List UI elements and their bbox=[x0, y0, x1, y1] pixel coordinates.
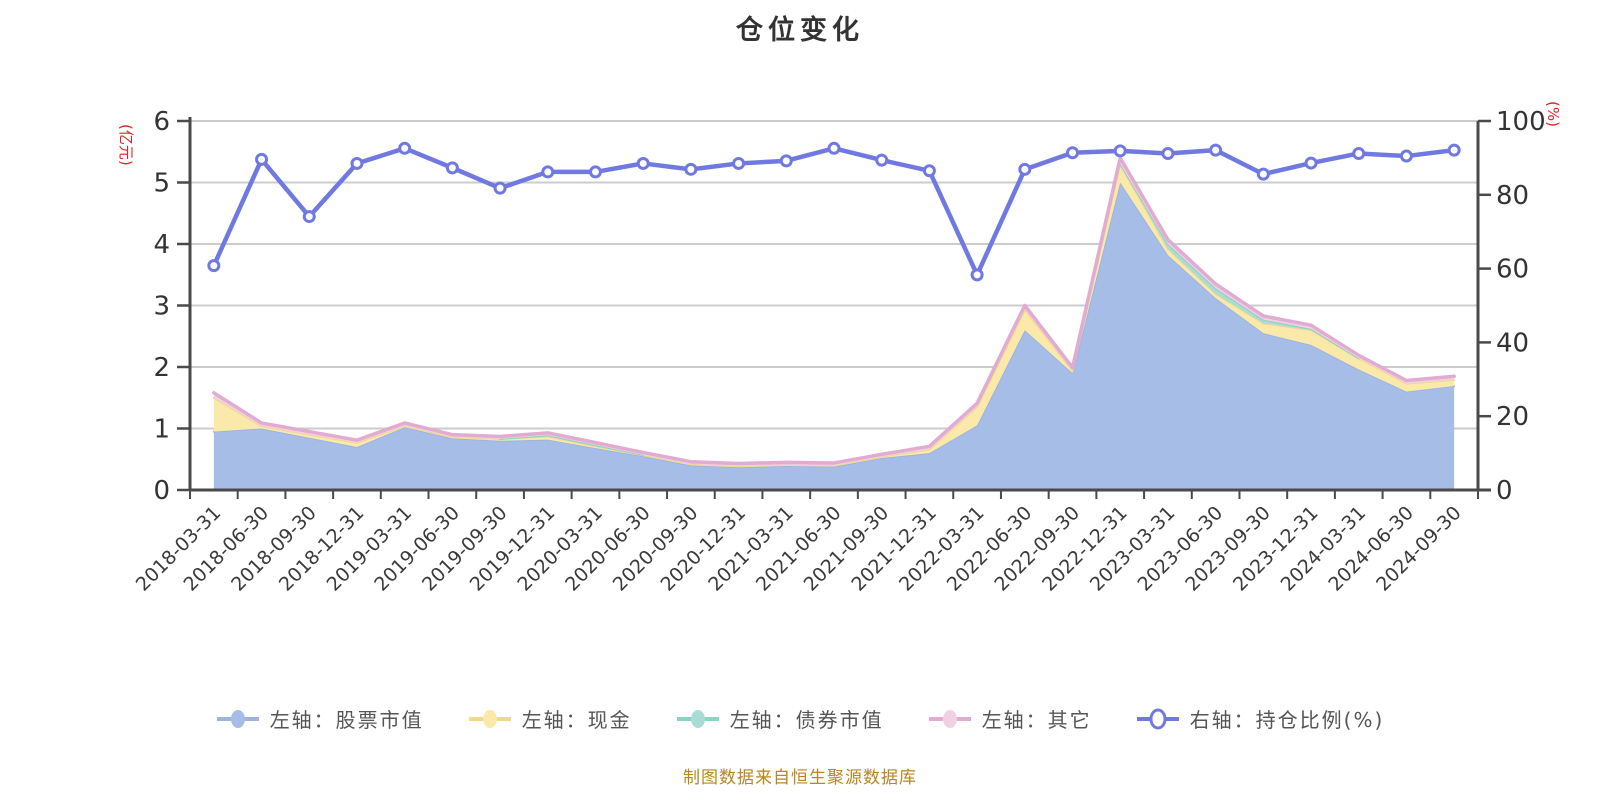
right-axis-label: 20 bbox=[1496, 402, 1529, 432]
left-axis-name: (亿元) bbox=[117, 124, 135, 166]
ratio-point bbox=[1018, 162, 1032, 176]
legend-item-3[interactable]: 左轴：债券市值 bbox=[676, 704, 884, 733]
ratio-point bbox=[1209, 143, 1223, 157]
right-axis-label: 100 bbox=[1496, 107, 1546, 137]
ratio-point bbox=[1399, 149, 1413, 163]
chart-legend: 左轴：股票市值 左轴：现金 左轴：债券市值 左轴：其它 右轴：持仓比例(%) bbox=[0, 704, 1600, 733]
left-axis-label: 3 bbox=[153, 292, 170, 322]
legend-label: 左轴：债券市值 bbox=[729, 708, 884, 732]
ratio-point bbox=[541, 165, 555, 179]
ratio-point bbox=[1256, 167, 1270, 181]
legend-item-2[interactable]: 左轴：现金 bbox=[468, 704, 632, 733]
legend-item-4[interactable]: 左轴：其它 bbox=[928, 704, 1092, 733]
ratio-point bbox=[922, 164, 936, 178]
legend-label: 右轴：持仓比例(%) bbox=[1189, 708, 1385, 732]
left-axis-label: 6 bbox=[153, 107, 170, 137]
legend-marker-icon bbox=[676, 709, 719, 728]
legend-label: 左轴：现金 bbox=[521, 708, 632, 732]
ratio-point bbox=[445, 161, 459, 175]
legend-marker-icon bbox=[216, 709, 259, 728]
ratio-point bbox=[207, 259, 221, 273]
ratio-point bbox=[875, 153, 889, 167]
ratio-point bbox=[302, 210, 316, 224]
ratio-point bbox=[1447, 143, 1461, 157]
ratio-point bbox=[732, 156, 746, 170]
right-axis-label: 40 bbox=[1496, 328, 1529, 358]
left-axis-label: 2 bbox=[153, 353, 170, 383]
ratio-point bbox=[350, 156, 364, 170]
ratio-point bbox=[1304, 156, 1318, 170]
legend-item-5[interactable]: 右轴：持仓比例(%) bbox=[1136, 704, 1385, 733]
ratio-line bbox=[211, 146, 1457, 278]
left-axis-label: 5 bbox=[153, 169, 170, 199]
left-axis-label: 0 bbox=[153, 476, 170, 506]
ratio-point bbox=[1066, 146, 1080, 160]
ratio-point bbox=[970, 268, 984, 282]
right-axis-label: 60 bbox=[1496, 255, 1529, 285]
legend-marker-icon bbox=[468, 709, 511, 728]
right-axis-label: 0 bbox=[1496, 476, 1513, 506]
legend-marker-icon bbox=[1136, 708, 1179, 729]
ratio-point bbox=[493, 181, 507, 195]
ratio-point bbox=[398, 141, 412, 155]
right-axis-name: (%) bbox=[1544, 101, 1562, 127]
right-axis-label: 80 bbox=[1496, 181, 1529, 211]
legend-label: 左轴：股票市值 bbox=[269, 708, 424, 732]
ratio-point bbox=[636, 156, 650, 170]
ratio-point bbox=[588, 165, 602, 179]
left-axis-label: 4 bbox=[153, 230, 170, 260]
ratio-point bbox=[827, 141, 841, 155]
ratio-point bbox=[1352, 146, 1366, 160]
ratio-point bbox=[779, 154, 793, 168]
legend-marker-icon bbox=[928, 709, 971, 728]
legend-label: 左轴：其它 bbox=[981, 708, 1092, 732]
ratio-point bbox=[1161, 146, 1175, 160]
area-border-左轴：其它 bbox=[212, 156, 1456, 466]
ratio-point bbox=[684, 162, 698, 176]
legend-item-1[interactable]: 左轴：股票市值 bbox=[216, 704, 424, 733]
left-axis-label: 1 bbox=[153, 415, 170, 445]
chart-title: 仓位变化 bbox=[736, 15, 864, 46]
data-source-note: 制图数据来自恒生聚源数据库 bbox=[683, 768, 917, 788]
ratio-point bbox=[1113, 144, 1127, 158]
ratio-point bbox=[255, 152, 269, 166]
area-左轴：股票市值 bbox=[213, 182, 1455, 490]
